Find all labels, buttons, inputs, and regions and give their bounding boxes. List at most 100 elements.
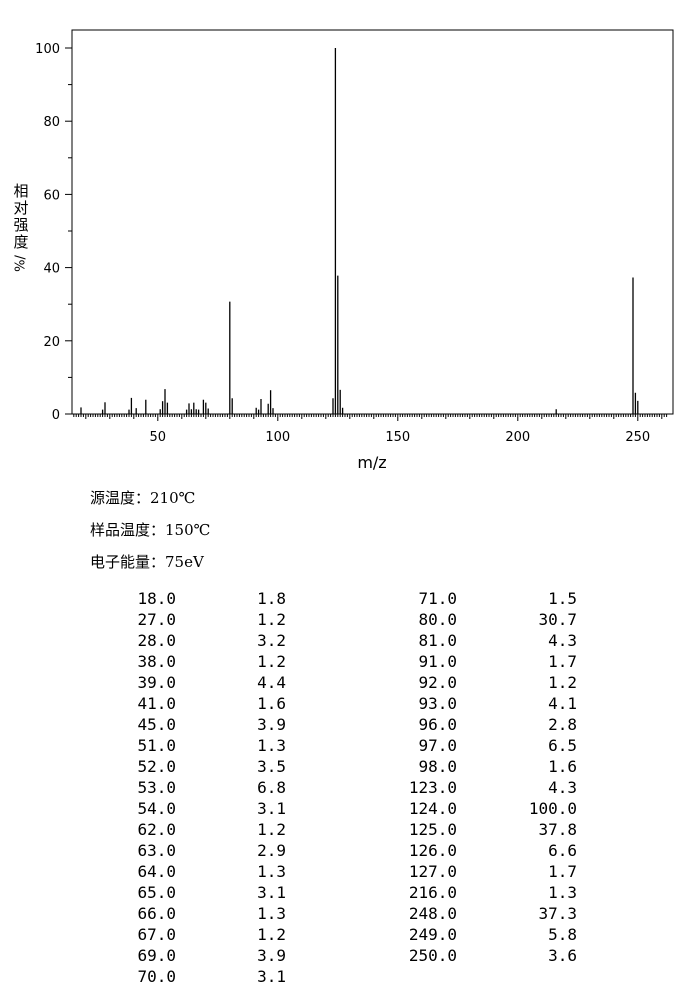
y-axis-label: 相对强度 %/ (11, 183, 31, 272)
mz-value: 39.0 (137, 673, 176, 692)
x-tick-label: 250 (625, 430, 650, 445)
mz-value: 27.0 (137, 610, 176, 629)
table-row: 123.0 4.3 (340, 777, 690, 798)
table-row: 64.0 1.3 (0, 861, 340, 882)
intensity-value: 1.3 (257, 904, 286, 923)
mz-value: 70.0 (137, 967, 176, 986)
intensity-value: 1.6 (257, 694, 286, 713)
table-row: 92.0 1.2 (340, 672, 690, 693)
mz-value: 18.0 (137, 589, 176, 608)
mz-value: 216.0 (408, 883, 457, 902)
intensity-value: 1.2 (257, 925, 286, 944)
y-axis-label-char: %/ (13, 255, 29, 272)
y-tick-label: 0 (52, 408, 60, 423)
mz-value: 123.0 (408, 778, 457, 797)
intensity-value: 3.6 (548, 946, 577, 965)
mz-value: 54.0 (137, 799, 176, 818)
table-row: 66.0 1.3 (0, 903, 340, 924)
x-tick-label: 200 (505, 430, 530, 445)
mz-value: 28.0 (137, 631, 176, 650)
mz-value: 97.0 (418, 736, 457, 755)
table-row: 63.0 2.9 (0, 840, 340, 861)
table-row: 248.0 37.3 (340, 903, 690, 924)
mz-value: 250.0 (408, 946, 457, 965)
axis-ticks (65, 47, 668, 421)
mz-value: 124.0 (408, 799, 457, 818)
intensity-value: 3.1 (257, 799, 286, 818)
table-row: 62.0 1.2 (0, 819, 340, 840)
table-row: 51.0 1.3 (0, 735, 340, 756)
plot-frame (71, 29, 674, 415)
mz-value: 71.0 (418, 589, 457, 608)
table-row: 126.0 6.6 (340, 840, 690, 861)
table-row: 127.0 1.7 (340, 861, 690, 882)
mz-value: 92.0 (418, 673, 457, 692)
table-row: 45.0 3.9 (0, 714, 340, 735)
source-temperature: 源温度：210℃ (90, 489, 196, 507)
y-axis-label-char: 相 (13, 182, 29, 200)
table-row: 52.0 3.5 (0, 756, 340, 777)
table-row: 93.0 4.1 (340, 693, 690, 714)
y-axis-label-char: 对 (13, 199, 29, 217)
table-row: 80.0 30.7 (340, 609, 690, 630)
table-row: 28.0 3.2 (0, 630, 340, 651)
mz-value: 45.0 (137, 715, 176, 734)
tick-labels: 50 100 150 200 250 0 20 40 60 80 100 (35, 42, 650, 445)
intensity-value: 3.9 (257, 946, 286, 965)
mz-value: 66.0 (137, 904, 176, 923)
intensity-value: 3.1 (257, 883, 286, 902)
intensity-value: 6.8 (257, 778, 286, 797)
intensity-value: 37.3 (538, 904, 577, 923)
table-row: 91.0 1.7 (340, 651, 690, 672)
table-row: 18.0 1.8 (0, 588, 340, 609)
table-row: 69.0 3.9 (0, 945, 340, 966)
mz-value: 69.0 (137, 946, 176, 965)
mz-value: 81.0 (418, 631, 457, 650)
intensity-value: 1.2 (257, 652, 286, 671)
intensity-value: 3.2 (257, 631, 286, 650)
mz-value: 64.0 (137, 862, 176, 881)
sample-temperature: 样品温度：150℃ (90, 521, 211, 539)
table-row: 39.0 4.4 (0, 672, 340, 693)
x-tick-label: 100 (265, 430, 290, 445)
peak-table-right: 71.0 1.5 80.0 30.7 81.0 4.3 91.0 1.7 92.0 1.2 93.0… (340, 588, 690, 988)
intensity-value: 1.3 (548, 883, 577, 902)
intensity-value: 30.7 (538, 610, 577, 629)
mz-value: 80.0 (418, 610, 457, 629)
mz-value: 51.0 (137, 736, 176, 755)
intensity-value: 3.9 (257, 715, 286, 734)
mz-value: 63.0 (137, 841, 176, 860)
x-axis-label: m/z (357, 453, 386, 472)
mass-spectrum-chart: 50 100 150 200 250 0 20 40 60 80 100 m/z (35, 29, 674, 472)
intensity-value: 1.8 (257, 589, 286, 608)
intensity-value: 37.8 (538, 820, 577, 839)
intensity-value: 4.3 (548, 778, 577, 797)
y-tick-label: 100 (35, 42, 60, 57)
mz-value: 96.0 (418, 715, 457, 734)
table-row: 70.0 3.1 (0, 966, 340, 987)
intensity-value: 2.9 (257, 841, 286, 860)
intensity-value: 100.0 (528, 799, 577, 818)
table-row: 96.0 2.8 (340, 714, 690, 735)
intensity-value: 4.1 (548, 694, 577, 713)
intensity-value: 1.3 (257, 736, 286, 755)
table-row: 38.0 1.2 (0, 651, 340, 672)
table-row: 71.0 1.5 (340, 588, 690, 609)
table-row: 65.0 3.1 (0, 882, 340, 903)
mz-value: 65.0 (137, 883, 176, 902)
intensity-value: 2.8 (548, 715, 577, 734)
table-row: 67.0 1.2 (0, 924, 340, 945)
peak-bars (80, 48, 639, 414)
peak-table-left: 18.0 1.8 27.0 1.2 28.0 3.2 38.0 1.2 39.0 4.4 41.0 1… (0, 588, 340, 988)
mz-value: 125.0 (408, 820, 457, 839)
mz-value: 127.0 (408, 862, 457, 881)
intensity-value: 3.5 (257, 757, 286, 776)
table-row: 250.0 3.6 (340, 945, 690, 966)
intensity-value: 1.2 (257, 610, 286, 629)
x-tick-label: 150 (385, 430, 410, 445)
table-row: 81.0 4.3 (340, 630, 690, 651)
intensity-value: 6.5 (548, 736, 577, 755)
table-row: 53.0 6.8 (0, 777, 340, 798)
table-row: 249.0 5.8 (340, 924, 690, 945)
intensity-value: 1.6 (548, 757, 577, 776)
